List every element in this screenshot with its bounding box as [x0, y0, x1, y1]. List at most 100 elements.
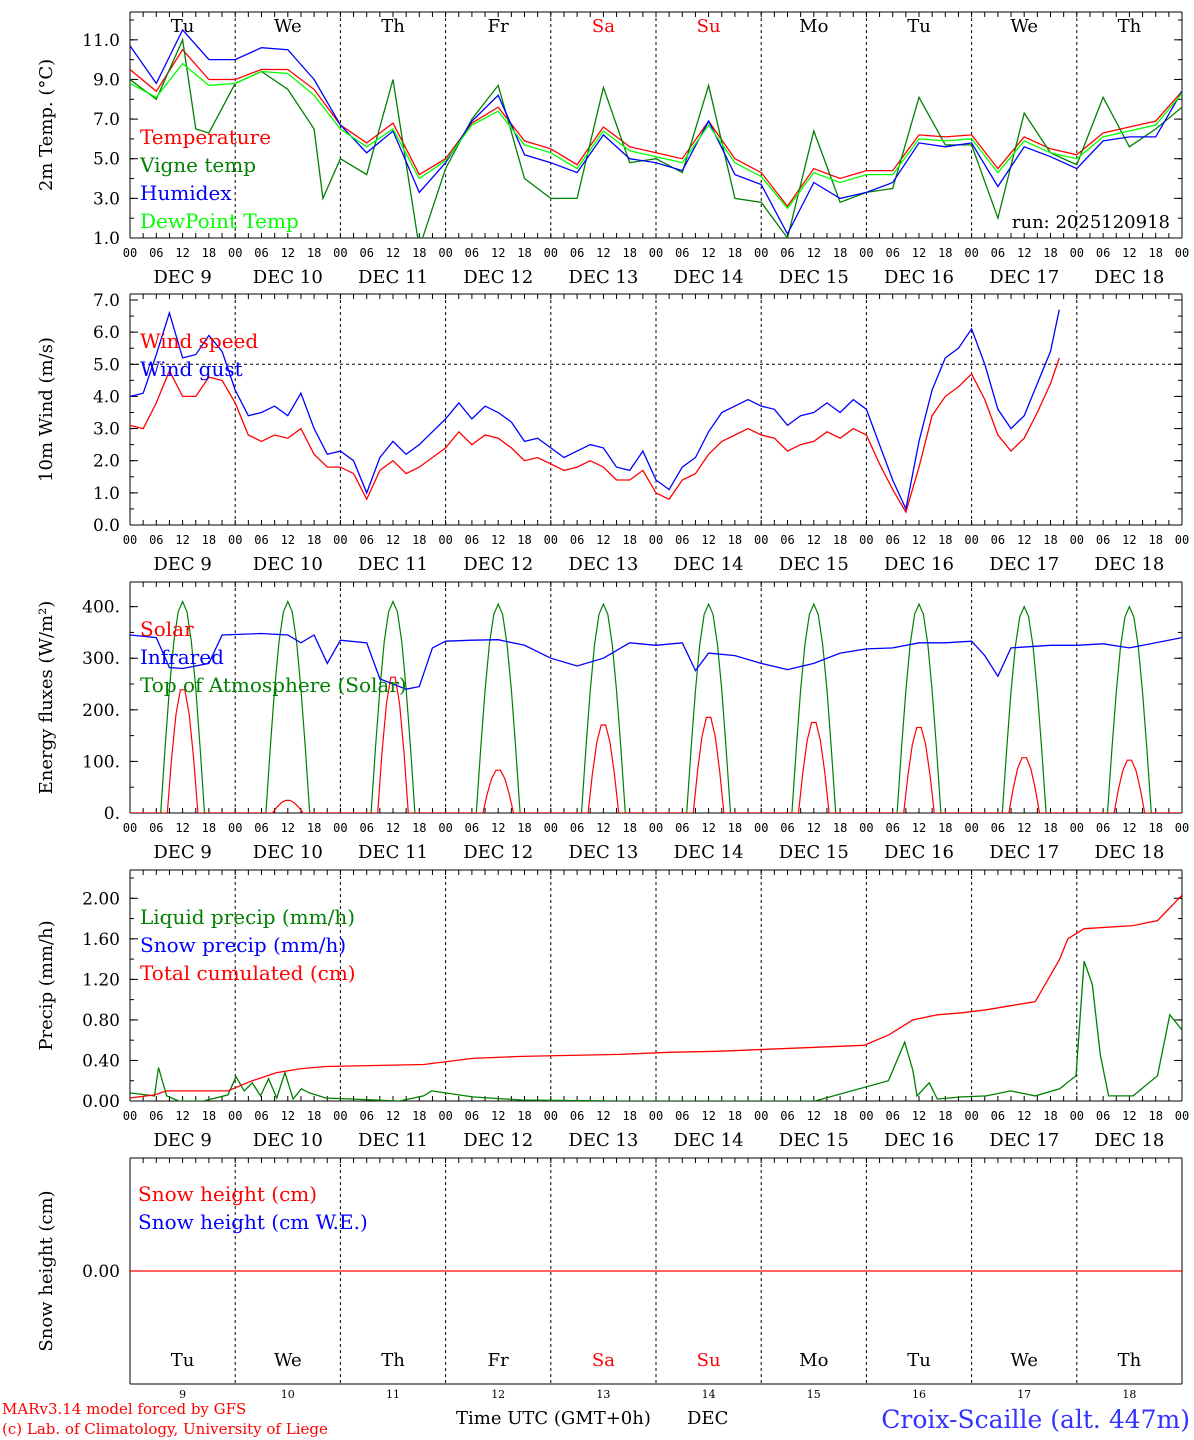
- weekday-label: Tu: [171, 1350, 195, 1371]
- hour-tick-label: 12: [807, 1109, 821, 1123]
- hour-tick-label: 00: [649, 246, 663, 260]
- hour-tick-label: 12: [807, 246, 821, 260]
- hour-tick-label: 18: [1148, 246, 1162, 260]
- date-label: DEC 12: [463, 554, 533, 575]
- y-tick-label: 100.: [82, 752, 120, 772]
- date-label: DEC 17: [989, 267, 1059, 288]
- date-label: DEC 15: [779, 1130, 849, 1151]
- hour-tick-label: 06: [465, 533, 479, 547]
- hour-tick-label: 06: [991, 821, 1005, 835]
- hour-tick-label: 00: [754, 533, 768, 547]
- hour-tick-label: 18: [833, 1109, 847, 1123]
- hour-tick-label: 18: [728, 1109, 742, 1123]
- hour-tick-label: 06: [1096, 821, 1110, 835]
- hour-tick-label: 06: [570, 821, 584, 835]
- series-solar: [130, 676, 1182, 813]
- hour-tick-label: 06: [675, 1109, 689, 1123]
- hour-tick-label: 00: [438, 246, 452, 260]
- hour-tick-label: 06: [149, 533, 163, 547]
- y-axis-label: 10m Wind (m/s): [36, 337, 57, 482]
- hour-tick-label: 00: [649, 1109, 663, 1123]
- y-tick-label: 2.00: [82, 889, 120, 909]
- y-tick-label: 1.0: [93, 229, 120, 249]
- weekday-label: Sa: [592, 1350, 615, 1371]
- y-tick-label: 400.: [82, 598, 120, 618]
- hour-tick-label: 12: [1122, 533, 1136, 547]
- day-number-label: 16: [912, 1388, 926, 1401]
- run-label: run: 2025120918: [1012, 212, 1170, 233]
- y-tick-label: 0.: [104, 804, 120, 824]
- hour-tick-label: 06: [254, 1109, 268, 1123]
- weekday-label: Su: [697, 1350, 721, 1371]
- hour-tick-label: 00: [438, 533, 452, 547]
- weekday-label: Su: [697, 16, 721, 37]
- y-tick-label: 11.0: [82, 31, 120, 51]
- hour-tick-label: 18: [938, 1109, 952, 1123]
- date-label: DEC 13: [568, 1130, 638, 1151]
- hour-tick-label: 00: [333, 533, 347, 547]
- hour-tick-label: 18: [938, 533, 952, 547]
- date-label: DEC 18: [1094, 554, 1164, 575]
- y-tick-label: 1.0: [93, 484, 120, 504]
- hour-tick-label: 18: [1043, 821, 1057, 835]
- hour-tick-label: 00: [333, 821, 347, 835]
- day-number-label: 13: [596, 1388, 610, 1401]
- hour-tick-label: 12: [912, 821, 926, 835]
- hour-tick-label: 00: [228, 246, 242, 260]
- legend-entry: Top of Atmosphere (Solar): [140, 673, 407, 697]
- weekday-label: We: [1010, 1350, 1038, 1371]
- series-humidex: [130, 28, 1182, 236]
- hour-tick-label: 18: [938, 246, 952, 260]
- legend-entry: Snow precip (mm/h): [140, 933, 346, 957]
- y-tick-label: 2.0: [93, 452, 120, 472]
- hour-tick-label: 00: [649, 533, 663, 547]
- series-dewpoint-temp: [130, 62, 1182, 210]
- hour-tick-label: 06: [254, 246, 268, 260]
- hour-tick-label: 00: [1175, 246, 1189, 260]
- legend-entry: Wind gust: [140, 357, 243, 381]
- hour-tick-label: 00: [228, 821, 242, 835]
- hour-tick-label: 06: [1096, 246, 1110, 260]
- weekday-label: Fr: [488, 16, 509, 37]
- hour-tick-label: 18: [517, 246, 531, 260]
- legend-entry: Wind speed: [140, 329, 258, 353]
- date-label: DEC 12: [463, 267, 533, 288]
- date-label: DEC 13: [568, 267, 638, 288]
- date-label: DEC 12: [463, 1130, 533, 1151]
- weekday-label: We: [274, 1350, 302, 1371]
- y-axis-label: Precip (mm/h): [36, 920, 57, 1050]
- y-tick-label: 0.00: [82, 1262, 120, 1282]
- panel-2: 0.0 1.0 2.0 3.0 4.0 5.0 6.0 7.0 10m Wind (m/s) 00…: [36, 291, 1189, 575]
- hour-tick-label: 00: [754, 1109, 768, 1123]
- hour-tick-label: 18: [622, 1109, 636, 1123]
- weekday-label: We: [274, 16, 302, 37]
- hour-tick-label: 06: [1096, 533, 1110, 547]
- hour-tick-label: 12: [596, 246, 610, 260]
- hour-tick-label: 12: [386, 533, 400, 547]
- date-label: DEC 11: [358, 267, 428, 288]
- legend-entry: Humidex: [140, 181, 232, 205]
- hour-tick-label: 12: [281, 821, 295, 835]
- date-label: DEC 18: [1094, 842, 1164, 863]
- hour-tick-label: 00: [123, 821, 137, 835]
- hour-tick-label: 06: [991, 533, 1005, 547]
- hour-tick-label: 12: [807, 821, 821, 835]
- y-tick-label: 5.0: [93, 150, 120, 170]
- date-label: DEC 17: [989, 554, 1059, 575]
- legend-entry: DewPoint Temp: [140, 209, 299, 233]
- hour-tick-label: 06: [359, 246, 373, 260]
- hour-tick-label: 00: [754, 821, 768, 835]
- day-number-label: 9: [179, 1388, 186, 1401]
- weekday-label: Th: [381, 16, 405, 37]
- hour-tick-label: 00: [649, 821, 663, 835]
- hour-tick-label: 18: [202, 1109, 216, 1123]
- hour-tick-label: 00: [754, 246, 768, 260]
- hour-tick-label: 18: [412, 821, 426, 835]
- hour-tick-label: 00: [1175, 1109, 1189, 1123]
- date-label: DEC 14: [674, 1130, 744, 1151]
- date-label: DEC 16: [884, 1130, 954, 1151]
- hour-tick-label: 12: [386, 821, 400, 835]
- date-label: DEC 9: [153, 1130, 212, 1151]
- model-credit: MARv3.14 model forced by GFS: [2, 1400, 246, 1418]
